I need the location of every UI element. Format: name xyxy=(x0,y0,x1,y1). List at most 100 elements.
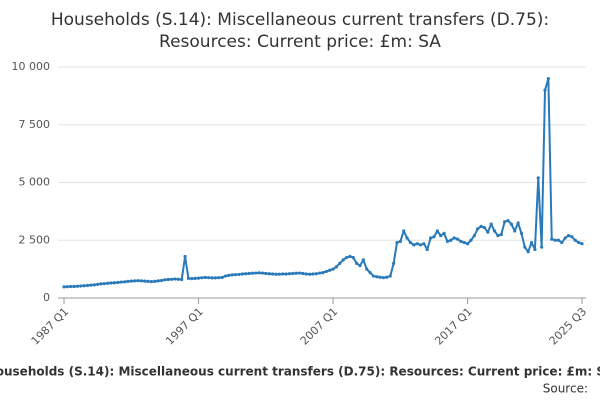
data-point xyxy=(455,237,460,241)
data-point xyxy=(244,272,248,276)
data-point xyxy=(270,272,275,276)
chart-title: Resources: Current price: £m: SA xyxy=(159,32,441,52)
data-point xyxy=(331,267,335,271)
y-tick-label: 7 500 xyxy=(19,118,51,131)
data-point xyxy=(566,234,571,238)
data-point xyxy=(133,279,137,283)
data-point xyxy=(237,272,241,277)
data-point xyxy=(540,245,544,249)
data-point xyxy=(466,242,470,246)
data-point xyxy=(281,272,285,276)
data-point xyxy=(79,284,83,288)
data-point xyxy=(112,281,117,285)
data-point xyxy=(452,236,456,240)
data-point xyxy=(69,284,73,289)
data-point xyxy=(149,279,154,284)
data-point xyxy=(65,285,69,289)
data-point xyxy=(156,279,160,283)
data-point xyxy=(415,242,419,246)
data-point xyxy=(240,272,244,276)
data-point xyxy=(489,222,493,226)
data-point xyxy=(570,235,574,239)
data-point xyxy=(553,238,557,242)
data-point xyxy=(533,247,537,252)
data-point xyxy=(358,264,362,268)
data-point xyxy=(304,272,308,276)
data-point xyxy=(190,276,194,281)
data-point xyxy=(408,240,413,245)
data-point xyxy=(109,281,113,285)
data-point xyxy=(200,276,204,280)
data-point xyxy=(89,283,93,287)
data-point xyxy=(543,88,547,92)
data-point xyxy=(220,275,224,280)
data-point xyxy=(311,272,315,276)
x-tick-label: 1987 Q1 xyxy=(29,305,72,348)
data-point xyxy=(506,219,510,223)
data-point xyxy=(341,258,345,262)
data-point xyxy=(361,258,365,262)
data-point xyxy=(563,236,567,240)
data-point xyxy=(371,274,376,278)
data-point xyxy=(250,271,254,275)
data-point xyxy=(492,229,497,233)
y-tick-label: 10 000 xyxy=(12,60,51,73)
data-point xyxy=(62,285,66,289)
data-point xyxy=(264,271,268,276)
data-point xyxy=(577,240,581,245)
data-point xyxy=(375,275,379,279)
data-point xyxy=(277,272,281,276)
data-point xyxy=(106,281,110,285)
data-point xyxy=(338,261,342,265)
data-point xyxy=(92,283,96,287)
data-point xyxy=(425,247,429,252)
data-point xyxy=(550,237,554,241)
data-point xyxy=(297,271,302,275)
x-tick-label: 2007 Q1 xyxy=(298,305,341,348)
data-point xyxy=(496,234,500,238)
data-point xyxy=(116,280,120,285)
data-point xyxy=(344,255,349,260)
data-point xyxy=(82,284,86,288)
data-point xyxy=(119,280,123,284)
data-point xyxy=(348,254,352,259)
data-point xyxy=(365,267,369,271)
data-point xyxy=(196,276,201,280)
data-point xyxy=(217,276,221,280)
data-point xyxy=(405,236,409,240)
data-point xyxy=(398,239,402,244)
data-point xyxy=(291,271,295,276)
data-point xyxy=(176,277,180,281)
data-point xyxy=(368,270,372,275)
data-point xyxy=(324,269,328,274)
data-point xyxy=(472,234,476,238)
data-point xyxy=(422,242,426,246)
data-point xyxy=(257,271,261,275)
data-point xyxy=(163,278,167,282)
data-point xyxy=(159,278,164,283)
data-point xyxy=(519,231,524,235)
data-point xyxy=(479,224,483,228)
data-point xyxy=(513,229,517,233)
y-tick-label: 0 xyxy=(43,291,50,304)
data-point xyxy=(284,272,288,276)
data-point xyxy=(143,279,147,283)
data-point xyxy=(102,282,106,286)
data-point xyxy=(318,271,322,275)
data-point xyxy=(230,273,234,277)
data-point xyxy=(385,275,389,279)
data-point xyxy=(136,279,140,283)
data-point xyxy=(247,271,251,276)
data-point xyxy=(402,229,406,233)
data-point xyxy=(476,227,480,231)
data-point xyxy=(75,284,80,288)
data-point xyxy=(223,274,228,278)
data-point xyxy=(85,283,90,288)
data-point xyxy=(503,220,507,224)
data-point xyxy=(129,279,133,283)
data-point xyxy=(355,261,359,265)
data-point xyxy=(432,235,436,239)
data-point xyxy=(469,238,473,242)
data-point xyxy=(122,280,127,284)
data-point xyxy=(412,243,416,247)
